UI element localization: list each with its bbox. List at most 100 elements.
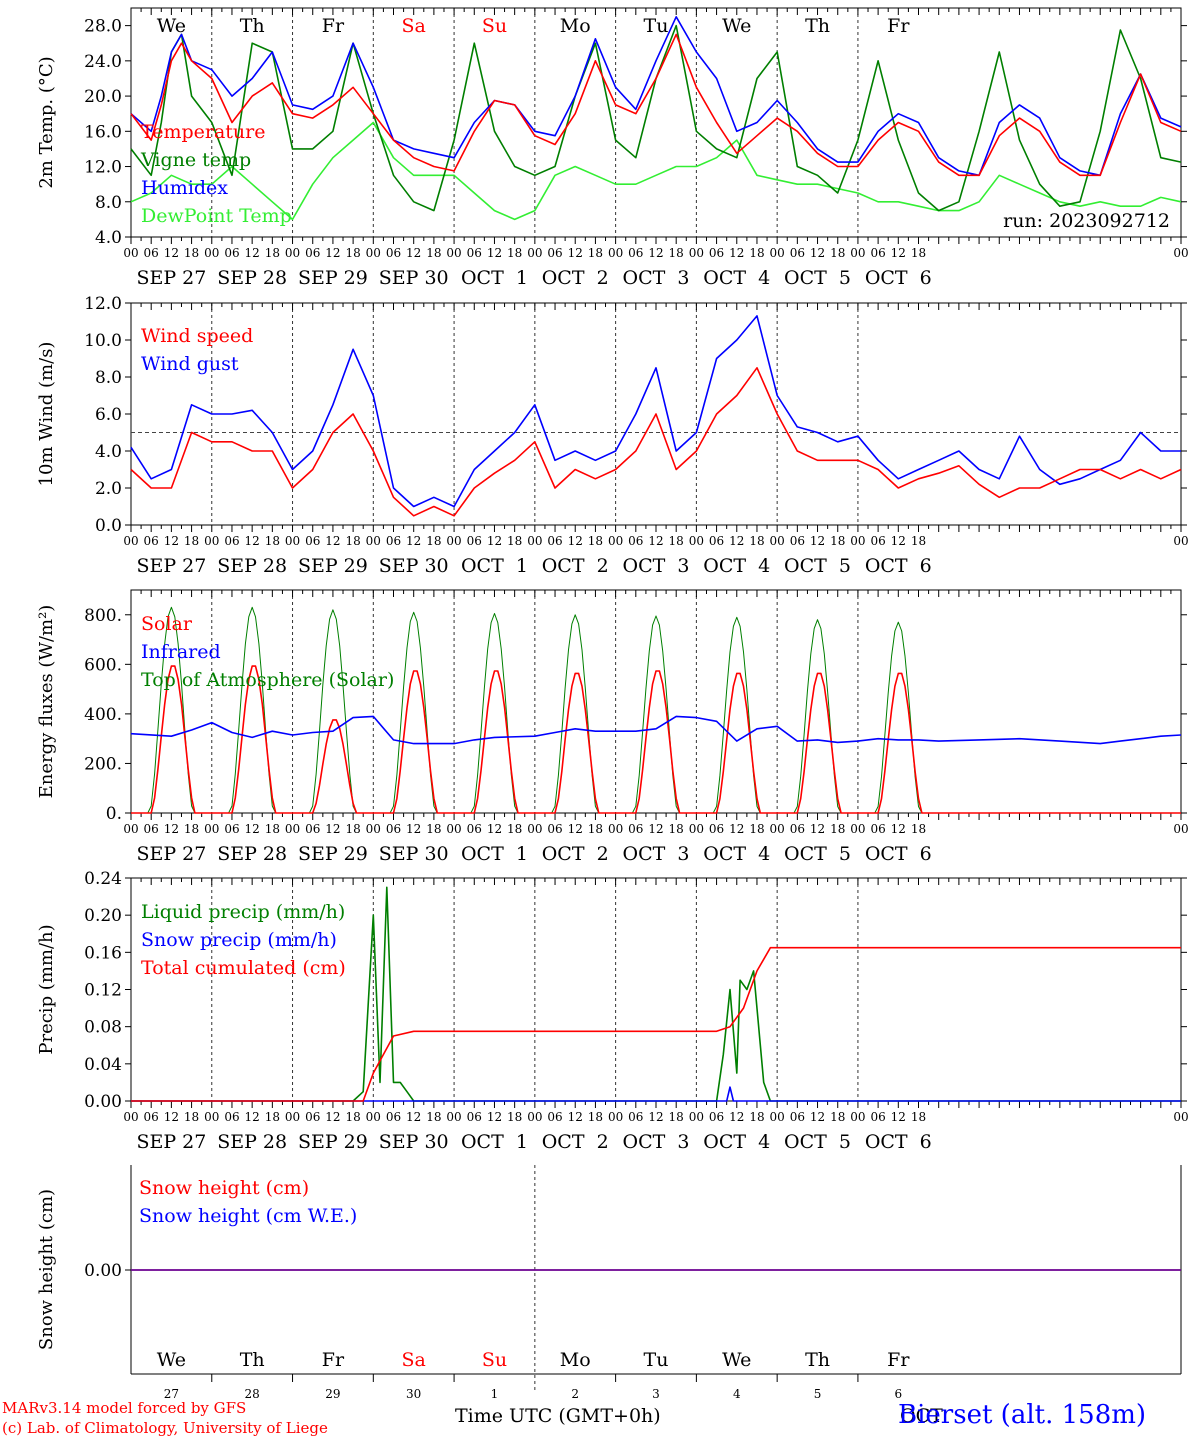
legend-entry: Wind gust	[141, 353, 239, 375]
weekday-label: Th	[240, 1349, 265, 1371]
hour-tick-label: 00	[446, 246, 461, 260]
date-label: OCT 3	[623, 555, 690, 577]
hour-tick-label: 12	[245, 822, 260, 836]
series-humidex	[130, 15, 1182, 177]
hour-tick-label: 18	[911, 246, 926, 260]
series-total-cumulated-cm-	[131, 946, 1181, 1102]
legend-entry: Humidex	[141, 177, 228, 199]
hour-tick-label: 18	[669, 1110, 684, 1124]
series-temperature	[130, 33, 1182, 177]
hour-tick-label: 18	[749, 822, 764, 836]
hour-tick-label: 18	[426, 1110, 441, 1124]
xaxis-title: Time UTC (GMT+0h)	[455, 1405, 661, 1427]
hour-tick-label: 12	[648, 246, 663, 260]
hour-tick-label: 00	[527, 822, 542, 836]
date-label: OCT 1	[461, 843, 528, 865]
weekday-label: Fr	[887, 1349, 910, 1371]
hour-tick-label: 18	[265, 534, 280, 548]
legend-entry: Snow height (cm W.E.)	[139, 1205, 357, 1227]
weekday-label: We	[722, 1349, 751, 1371]
hour-tick-label: 00	[285, 534, 300, 548]
hour-tick-label: 00	[366, 822, 381, 836]
y-tick-label: 4.0	[95, 442, 122, 462]
hour-tick-label: 12	[568, 822, 583, 836]
hour-tick-label: 18	[588, 246, 603, 260]
hour-tick-label: 12	[406, 822, 421, 836]
hour-tick-label: 18	[749, 1110, 764, 1124]
hour-tick-label: 00	[850, 822, 865, 836]
hour-tick-label: 18	[669, 246, 684, 260]
hour-tick-label: 06	[386, 246, 401, 260]
hour-tick-label: 06	[224, 822, 239, 836]
panel-frame-0	[130, 7, 1182, 238]
y-tick-label: 12.0	[84, 294, 122, 314]
hour-tick-label: 06	[224, 246, 239, 260]
hour-tick-label: 18	[345, 246, 360, 260]
series-dewpoint-temp	[130, 121, 1182, 221]
date-label: OCT 2	[542, 1131, 609, 1153]
hour-tick-label: 06	[386, 534, 401, 548]
date-label: OCT 1	[461, 267, 528, 289]
hour-tick-label: 18	[345, 822, 360, 836]
hour-tick-label: 00	[204, 822, 219, 836]
date-label: OCT 4	[703, 267, 770, 289]
hour-tick-label: 00	[770, 246, 785, 260]
date-label: OCT 1	[461, 555, 528, 577]
date-label: OCT 3	[623, 843, 690, 865]
y-tick-label: 20.0	[84, 87, 122, 107]
hour-tick-label: 06	[386, 822, 401, 836]
hour-tick-label: 00	[608, 1110, 623, 1124]
hour-tick-label: 06	[870, 534, 885, 548]
hour-tick-label: 00	[689, 534, 704, 548]
date-label: OCT 2	[542, 843, 609, 865]
hour-tick-label: 12	[406, 246, 421, 260]
hour-tick-label: 18	[345, 1110, 360, 1124]
hour-tick-label: 00	[204, 534, 219, 548]
hour-tick-label: 18	[830, 246, 845, 260]
date-label: OCT 1	[461, 1131, 528, 1153]
day-number-label: 2	[571, 1387, 579, 1401]
date-label: OCT 2	[542, 555, 609, 577]
hour-tick-label: 06	[709, 1110, 724, 1124]
hour-tick-label: 06	[305, 1110, 320, 1124]
date-label: SEP 29	[298, 1131, 368, 1153]
hour-tick-label: 00	[1173, 534, 1188, 548]
hour-tick-label: 00	[1173, 246, 1188, 260]
hour-tick-label: 12	[648, 534, 663, 548]
hour-tick-label: 00	[446, 822, 461, 836]
hour-tick-label: 18	[265, 246, 280, 260]
day-number-label: 30	[406, 1387, 421, 1401]
legend-entry: Total cumulated (cm)	[141, 957, 346, 979]
hour-tick-label: 00	[285, 246, 300, 260]
hour-tick-label: 06	[709, 822, 724, 836]
hour-tick-label: 18	[507, 1110, 522, 1124]
hour-tick-label: 12	[245, 534, 260, 548]
date-label: SEP 29	[298, 843, 368, 865]
y-tick-label: 4.0	[95, 228, 122, 248]
y-tick-label: 16.0	[84, 122, 122, 142]
hour-tick-label: 00	[689, 822, 704, 836]
hour-tick-label: 18	[426, 246, 441, 260]
hour-tick-label: 00	[850, 534, 865, 548]
legend-entry: Snow precip (mm/h)	[141, 929, 337, 951]
legend-entry: Temperature	[141, 121, 265, 143]
hour-tick-label: 18	[588, 534, 603, 548]
hour-tick-label: 12	[729, 822, 744, 836]
weekday-label: Th	[240, 15, 265, 37]
hour-tick-label: 12	[568, 246, 583, 260]
hour-tick-label: 12	[891, 822, 906, 836]
hour-tick-label: 00	[527, 246, 542, 260]
date-label: OCT 5	[784, 267, 851, 289]
hour-tick-label: 12	[891, 534, 906, 548]
hour-tick-label: 06	[467, 1110, 482, 1124]
y-tick-label: 10.0	[84, 331, 122, 351]
day-number-label: 5	[814, 1387, 822, 1401]
y-tick-label: 0.00	[84, 1092, 122, 1112]
date-label: SEP 27	[136, 555, 206, 577]
hour-tick-label: 18	[830, 1110, 845, 1124]
hour-tick-label: 00	[850, 1110, 865, 1124]
y-tick-label: 0.	[106, 804, 122, 824]
hour-tick-label: 00	[527, 1110, 542, 1124]
date-label: SEP 30	[379, 1131, 449, 1153]
